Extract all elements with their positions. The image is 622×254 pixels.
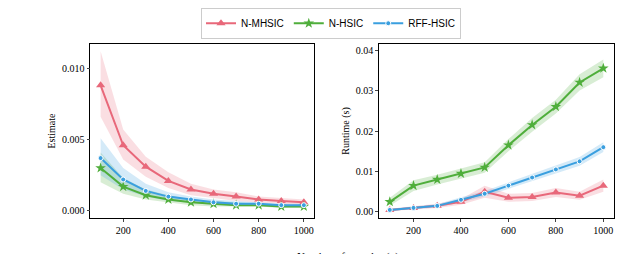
svg-text:N-HSIC: N-HSIC [329,18,363,29]
svg-text:1000: 1000 [593,225,613,236]
svg-text:0.010: 0.010 [62,63,85,74]
svg-text:600: 600 [501,225,516,236]
svg-text:0.00: 0.00 [356,206,374,217]
svg-text:0.01: 0.01 [356,166,374,177]
svg-text:400: 400 [453,225,468,236]
svg-text:0.03: 0.03 [356,85,374,96]
svg-text:RFF-HSIC: RFF-HSIC [408,18,455,29]
svg-text:200: 200 [406,225,421,236]
svg-text:400: 400 [161,225,176,236]
svg-text:Runtime (s): Runtime (s) [340,107,352,155]
svg-text:800: 800 [251,225,266,236]
svg-text:1000: 1000 [294,225,314,236]
svg-text:N-MHSIC: N-MHSIC [241,18,284,29]
svg-text:Number of samples (n): Number of samples (n) [297,250,399,254]
svg-text:800: 800 [548,225,563,236]
svg-text:0.000: 0.000 [62,205,85,216]
svg-text:0.04: 0.04 [356,45,374,56]
svg-text:0.005: 0.005 [62,134,85,145]
svg-text:0.02: 0.02 [356,126,374,137]
svg-text:Estimate: Estimate [46,113,57,149]
svg-text:600: 600 [206,225,221,236]
svg-text:200: 200 [116,225,131,236]
